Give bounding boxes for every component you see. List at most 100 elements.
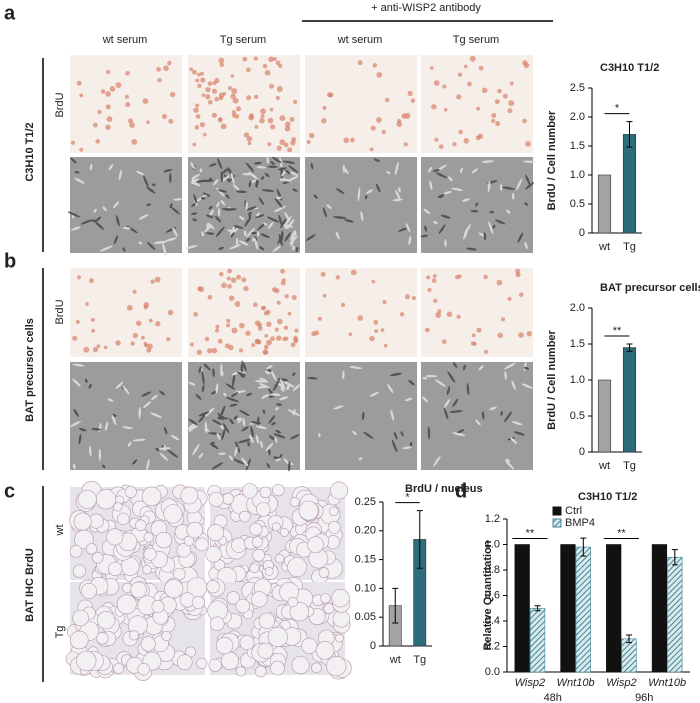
y-tick-label: 2.0 [570,111,585,123]
cell [284,232,291,242]
y-tick-label: 0 [370,640,376,652]
adipocyte [226,591,240,605]
adipocyte [92,552,104,564]
cell [252,302,258,308]
cell [167,60,172,66]
cell [449,410,464,413]
cell [404,294,410,300]
cell [212,368,215,378]
cell [358,457,363,461]
cell [291,294,297,300]
antibody-label: + anti-WISP2 antibody [371,2,481,14]
adipocyte [209,616,225,631]
adipocyte [77,489,97,510]
column-label: wt serum [337,34,383,46]
cell [221,428,226,441]
cell [263,222,268,226]
cell [198,453,204,459]
cell [143,302,149,308]
cell [166,337,171,342]
adipocyte [151,600,165,614]
cell [67,211,81,218]
error-bar [671,549,678,566]
cell [276,145,282,151]
cell [78,428,87,432]
cell [268,395,274,398]
cell [491,112,497,119]
cell [105,104,111,110]
cell [509,437,518,444]
cell [209,443,219,449]
cell [269,368,277,381]
cell [229,244,241,250]
cell [247,141,252,146]
cell [229,403,238,407]
cell [90,317,95,322]
cell [198,366,202,374]
error-bar [580,537,587,557]
cell [218,452,226,455]
cell [446,311,453,317]
cell [481,411,485,420]
cell [404,112,411,119]
cell [476,327,482,333]
significance-label: ** [613,325,622,337]
cell [336,188,345,194]
cell [191,212,198,216]
cell [248,212,253,215]
cell [279,454,283,459]
legend-swatch [552,518,562,528]
cell [169,203,173,209]
cell [259,440,264,449]
cell [366,189,374,194]
y-tick-label: 1.0 [570,169,585,181]
adipocyte [108,561,123,577]
cell [463,224,472,235]
cell [221,208,234,211]
adipocyte [72,564,86,578]
cell [518,292,524,297]
cell [201,231,205,237]
cell [230,93,236,100]
cell [98,448,102,462]
cell [396,118,402,124]
row-label: BrdU [54,299,66,324]
y-tick-label: 1.5 [570,140,585,152]
cell [490,118,496,124]
cell [190,178,200,184]
cell [265,442,274,452]
cell [102,206,107,212]
cell [80,219,93,225]
x-tick-label: Wisp2 [606,677,636,689]
cell [284,216,292,226]
adipocyte [161,630,172,641]
cell [104,421,109,431]
adipocyte [311,662,322,674]
cell [199,168,203,173]
cell [247,441,250,447]
cell [132,332,138,339]
bar [651,544,668,673]
cell [207,81,213,87]
cell [429,66,434,70]
cell [267,448,271,456]
cell [203,363,211,371]
cell [245,458,251,471]
cell [205,232,215,235]
cell [100,89,106,94]
cell [384,97,390,103]
cell [164,426,168,435]
legend-swatch [552,506,562,516]
cell [156,66,162,72]
legend-label: BMP4 [565,517,595,529]
panel-letter: d [455,480,467,502]
cell [170,434,180,441]
cell [138,406,141,419]
cell [284,121,291,128]
cell [502,93,508,99]
cell [115,381,124,389]
cell [102,464,106,469]
adipocyte [185,646,196,658]
cell [373,158,380,162]
cell [111,414,117,426]
